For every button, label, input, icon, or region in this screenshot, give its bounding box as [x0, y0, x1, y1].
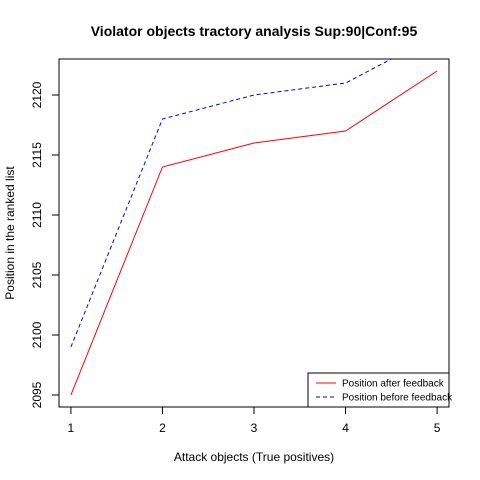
- x-tick-label: 2: [159, 421, 166, 435]
- x-tick-label: 1: [68, 421, 75, 435]
- y-tick-label: 2115: [30, 142, 44, 168]
- legend-label-1: Position after feedback: [342, 379, 445, 390]
- legend-box: [307, 372, 450, 408]
- y-tick-label: 2110: [30, 202, 44, 228]
- x-axis-label: Attack objects (True positives): [174, 450, 334, 464]
- y-tick-label: 2105: [30, 261, 44, 288]
- x-axis-ticks: 1 2 3 4 5: [68, 406, 441, 435]
- series-line-2: [70, 59, 393, 348]
- series-line-1: [70, 70, 438, 396]
- y-axis-label: Position in the ranked list: [3, 166, 17, 300]
- x-tick-label: 4: [342, 421, 349, 435]
- y-tick-label: 2095: [30, 381, 44, 408]
- x-tick-label: 3: [251, 421, 258, 435]
- y-tick-label: 2120: [30, 81, 44, 108]
- series-layer: [70, 59, 438, 396]
- legend: Position after feedback Position before f…: [307, 372, 453, 408]
- x-tick-label: 5: [434, 421, 441, 435]
- chart-title: Violator objects tractory analysis Sup:9…: [91, 23, 418, 39]
- y-axis-ticks: 2095 2100 2105 2110 2115 2120: [30, 81, 60, 408]
- plot-frame: [58, 58, 450, 408]
- legend-label-2: Position before feedback: [342, 393, 453, 404]
- y-tick-label: 2100: [30, 321, 44, 348]
